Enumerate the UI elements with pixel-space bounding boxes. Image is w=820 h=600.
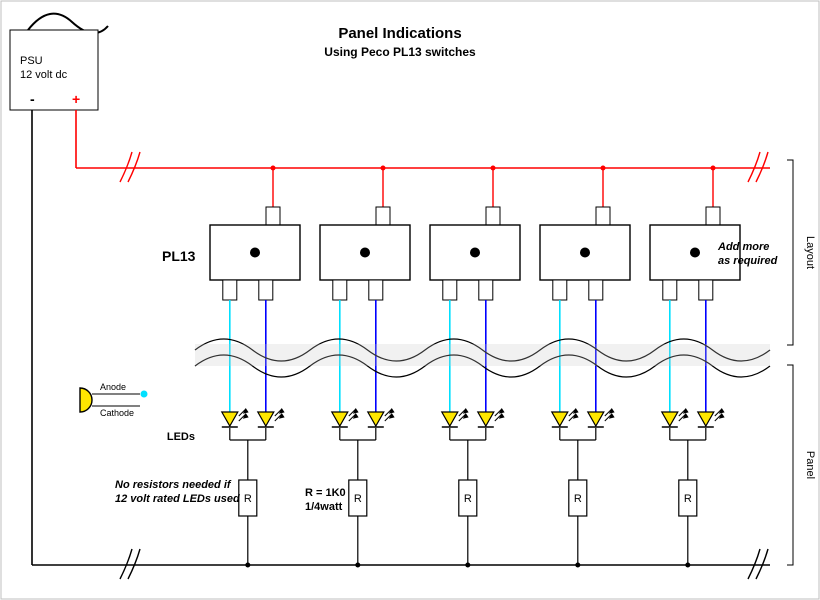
addmore-2: as required xyxy=(718,255,778,267)
switch-bot-terminal-l xyxy=(333,280,347,300)
legend-anode-label: Anode xyxy=(100,382,126,392)
led-ray-head xyxy=(500,409,504,413)
psu-label-2: 12 volt dc xyxy=(20,69,68,81)
switch-pivot xyxy=(690,248,700,258)
junction-dot xyxy=(685,563,690,568)
led-ray-head xyxy=(464,414,468,418)
junction-dot xyxy=(245,563,250,568)
switch-top-terminal xyxy=(596,207,610,225)
led-ray-head xyxy=(574,414,578,418)
switch-top-terminal xyxy=(376,207,390,225)
switch-bot-terminal-r xyxy=(589,280,603,300)
led-icon xyxy=(258,412,274,426)
page-title-1: Panel Indications xyxy=(338,25,461,42)
break-mark xyxy=(756,549,768,579)
leds-label: LEDs xyxy=(167,431,195,443)
addmore-1: Add more xyxy=(717,241,769,253)
resistor-letter: R xyxy=(464,493,472,505)
switch-pivot xyxy=(250,248,260,258)
junction-dot xyxy=(465,563,470,568)
junction-dot xyxy=(575,563,580,568)
led-ray-head xyxy=(390,414,394,418)
led-ray-head xyxy=(280,414,284,418)
bracket-panel xyxy=(787,365,793,565)
psu-minus: - xyxy=(30,91,35,107)
junction-dot xyxy=(355,563,360,568)
led-ray-head xyxy=(684,414,688,418)
break-mark xyxy=(128,549,140,579)
bracket-layout xyxy=(787,160,793,345)
junction-dot xyxy=(601,166,606,171)
note-noresistor-1: No resistors needed if xyxy=(115,479,232,491)
led-icon xyxy=(662,412,678,426)
led-icon xyxy=(552,412,568,426)
switch-pivot xyxy=(580,248,590,258)
led-ray-head xyxy=(720,409,724,413)
switch-top-terminal xyxy=(486,207,500,225)
led-ray-head xyxy=(574,409,578,413)
led-icon xyxy=(442,412,458,426)
break-mark xyxy=(128,152,140,182)
led-ray-head xyxy=(354,414,358,418)
led-ray-head xyxy=(610,409,614,413)
led-ray-head xyxy=(244,409,248,413)
led-ray-head xyxy=(244,414,248,418)
resistor-letter: R xyxy=(574,493,582,505)
switch-top-terminal xyxy=(706,207,720,225)
page-title-2: Using Peco PL13 switches xyxy=(324,45,476,59)
resistor-letter: R xyxy=(244,493,252,505)
led-ray-head xyxy=(610,414,614,418)
resistor-watt: 1/4watt xyxy=(305,501,343,513)
switch-bot-terminal-l xyxy=(663,280,677,300)
led-ray-head xyxy=(390,409,394,413)
led-icon xyxy=(332,412,348,426)
junction-dot xyxy=(271,166,276,171)
psu-plus: + xyxy=(72,91,80,107)
junction-dot xyxy=(381,166,386,171)
switch-bot-terminal-r xyxy=(699,280,713,300)
led-icon xyxy=(698,412,714,426)
led-ray-head xyxy=(280,409,284,413)
led-ray-head xyxy=(354,409,358,413)
switch-top-terminal xyxy=(266,207,280,225)
break-mark xyxy=(756,152,768,182)
section-label-panel: Panel xyxy=(804,451,816,479)
led-ray-head xyxy=(720,414,724,418)
led-icon xyxy=(368,412,384,426)
switch-bot-terminal-l xyxy=(223,280,237,300)
psu-label-1: PSU xyxy=(20,55,43,67)
wave-fill xyxy=(195,344,770,366)
resistor-letter: R xyxy=(354,493,362,505)
junction-dot xyxy=(491,166,496,171)
led-icon xyxy=(222,412,238,426)
led-icon xyxy=(478,412,494,426)
led-ray-head xyxy=(464,409,468,413)
legend-anode-dot xyxy=(141,391,148,398)
resistor-eq: R = 1K0 xyxy=(305,487,346,499)
pl13-label: PL13 xyxy=(162,248,196,264)
led-legend-icon xyxy=(80,388,92,412)
switch-bot-terminal-r xyxy=(259,280,273,300)
note-noresistor-2: 12 volt rated LEDs used xyxy=(115,493,240,505)
junction-dot xyxy=(711,166,716,171)
switch-pivot xyxy=(470,248,480,258)
switch-bot-terminal-r xyxy=(479,280,493,300)
section-label-layout: Layout xyxy=(804,236,816,269)
switch-bot-terminal-l xyxy=(553,280,567,300)
switch-bot-terminal-r xyxy=(369,280,383,300)
switch-pivot xyxy=(360,248,370,258)
led-icon xyxy=(588,412,604,426)
led-ray-head xyxy=(500,414,504,418)
legend-cathode-label: Cathode xyxy=(100,408,134,418)
switch-bot-terminal-l xyxy=(443,280,457,300)
led-ray-head xyxy=(684,409,688,413)
resistor-letter: R xyxy=(684,493,692,505)
